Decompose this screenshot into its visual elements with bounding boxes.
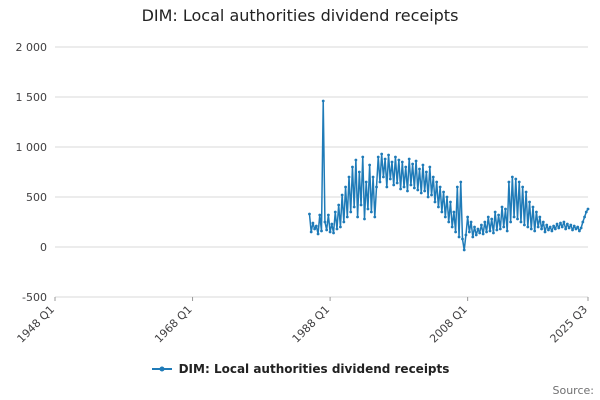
svg-text:1948 Q1: 1948 Q1 [15,303,58,346]
svg-text:500: 500 [26,191,47,204]
svg-text:1968 Q1: 1968 Q1 [152,303,195,346]
svg-text:1 000: 1 000 [16,141,48,154]
legend-label: DIM: Local authorities dividend receipts [178,362,450,376]
svg-text:1 500: 1 500 [16,91,48,104]
legend-line-marker [151,366,172,372]
svg-text:1988 Q1: 1988 Q1 [290,303,333,346]
chart-title: DIM: Local authorities dividend receipts [141,6,459,25]
svg-text:0: 0 [40,241,47,254]
svg-text:2008 Q1: 2008 Q1 [427,303,470,346]
source-label: Source: [552,384,595,397]
svg-text:-500: -500 [22,291,47,304]
chart-legend[interactable]: DIM: Local authorities dividend receipts [0,362,600,376]
svg-text:2025 Q3: 2025 Q3 [548,303,591,346]
svg-text:2 000: 2 000 [16,41,48,54]
